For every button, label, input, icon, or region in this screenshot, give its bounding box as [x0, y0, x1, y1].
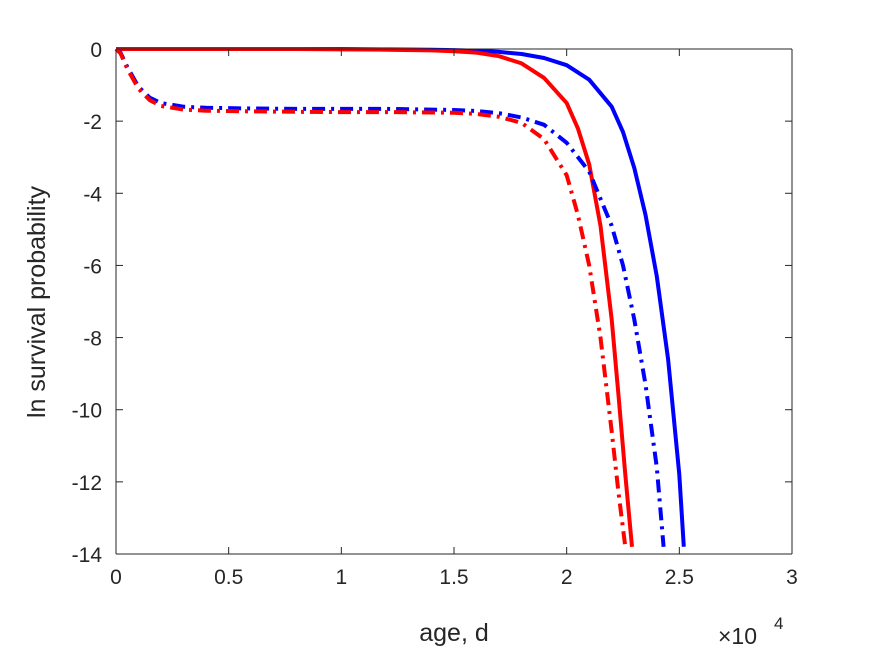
x-tick-label: 2.5 [665, 566, 694, 589]
y-axis-label: ln survival probability [23, 185, 51, 418]
y-tick-label: -12 [72, 472, 102, 495]
series-line-4 [114, 47, 628, 548]
x-tick-label: 3 [786, 566, 798, 589]
y-tick-label: -8 [83, 328, 102, 351]
x-tick-label: 2 [561, 566, 573, 589]
y-tick-label: -14 [72, 544, 103, 567]
x-exponent-label: ×10 4 [718, 614, 783, 649]
y-tick-label: -10 [72, 400, 102, 423]
series-line-3 [114, 47, 666, 547]
x-axis-label: age, d [419, 619, 489, 647]
tick-layer: 0 0.5 1 1.5 2 2.5 3 0 -2 -4 -6 -8 -10 -12 -14 [72, 39, 798, 589]
x-tick-label: 1.5 [439, 566, 468, 589]
x-tick-label: 1 [335, 566, 347, 589]
x-exponent-base: ×10 [718, 623, 757, 649]
x-tick-label: 0.5 [214, 566, 243, 589]
y-tick-label: -4 [83, 183, 102, 206]
y-tick-label: 0 [90, 39, 102, 62]
plot-area [116, 49, 792, 554]
x-exponent-power: 4 [774, 614, 783, 633]
x-tick-label: 0 [110, 566, 122, 589]
y-tick-label: -2 [83, 111, 102, 134]
y-tick-label: -6 [83, 255, 102, 278]
